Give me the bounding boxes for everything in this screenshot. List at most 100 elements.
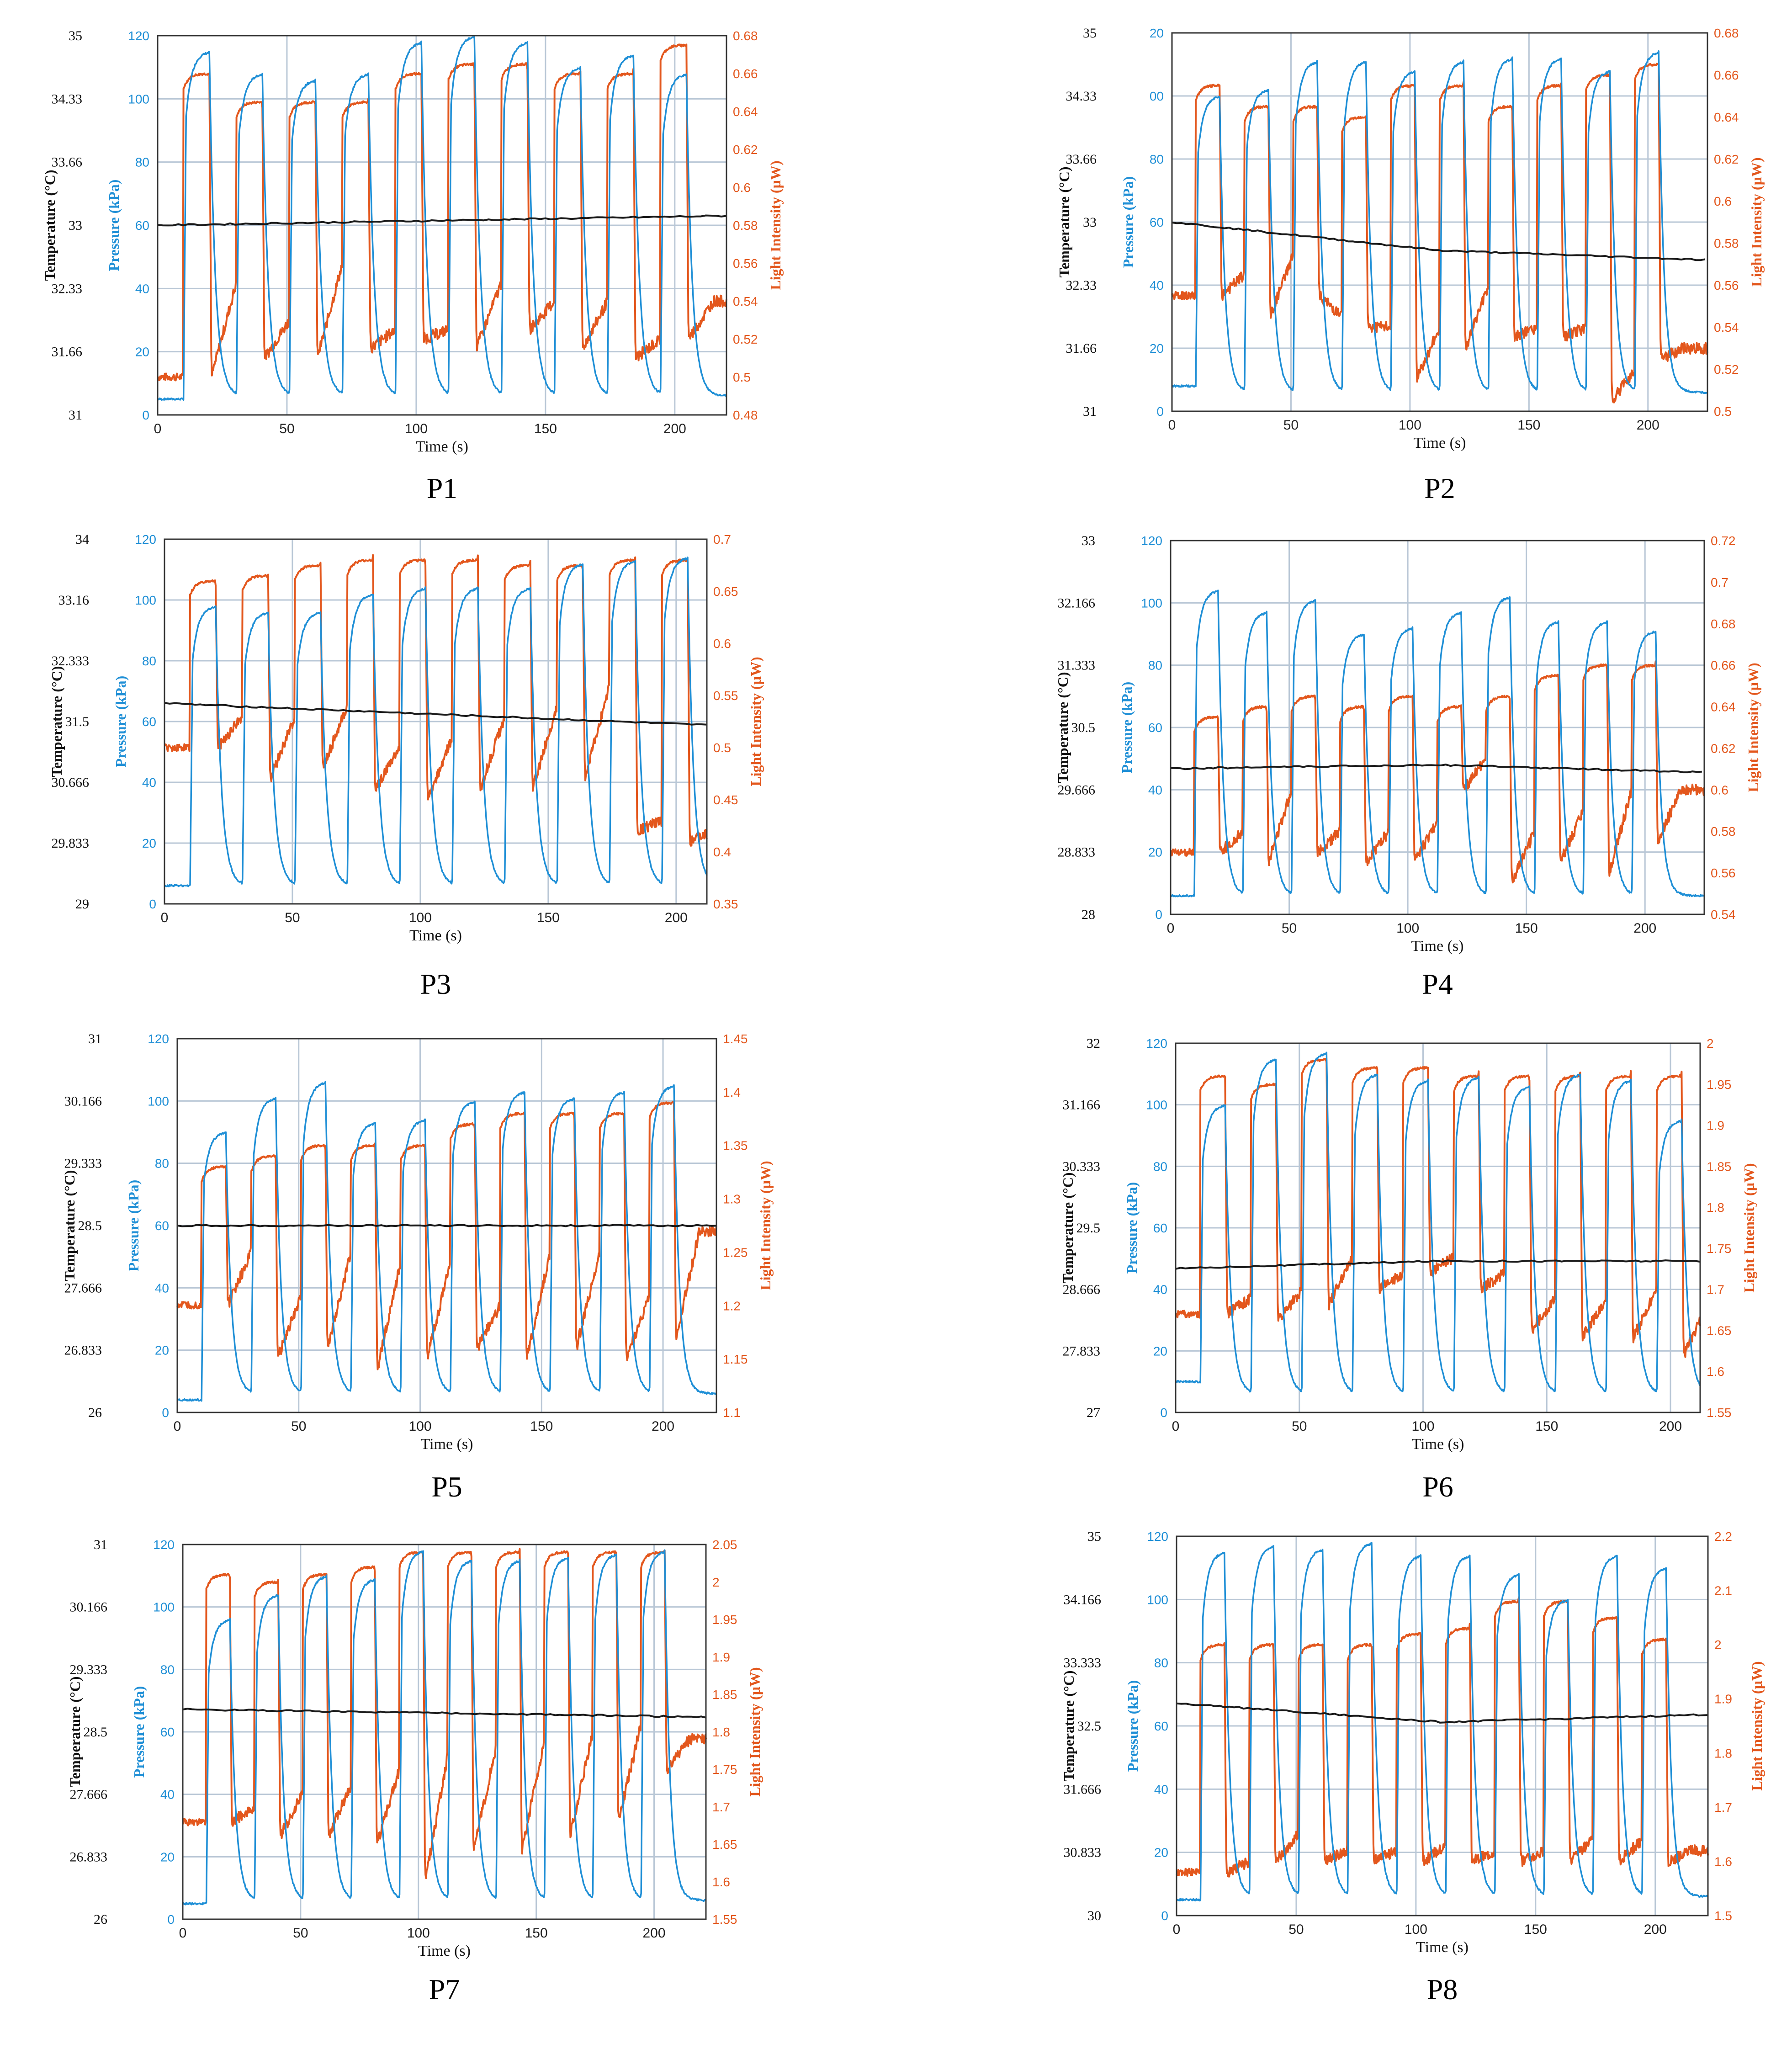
x-tick-label: 200 (665, 910, 688, 925)
temperature-tick-label: 31.166 (1063, 1098, 1101, 1113)
light-tick-label: 1.6 (1714, 1854, 1732, 1869)
pressure-tick-label: 80 (1150, 152, 1164, 166)
light-tick-label: 0.66 (1711, 658, 1736, 673)
pressure-tick-label: 60 (160, 1725, 175, 1739)
pressure-tick-label: 20 (1150, 341, 1164, 356)
light-tick-label: 0.62 (1714, 152, 1739, 166)
light-axis-label: Light Intensity (µW) (1741, 1163, 1757, 1292)
plot-frame (1176, 1535, 1709, 1916)
pressure-tick-label: 60 (1154, 1719, 1168, 1733)
pressure-tick-label: 40 (155, 1281, 169, 1295)
x-tick-label: 100 (1405, 1922, 1427, 1937)
light-tick-label: 0.66 (733, 67, 758, 81)
light-tick-label: 1.7 (1707, 1283, 1724, 1297)
pressure-tick-label: 120 (1141, 534, 1162, 548)
temperature-tick-label: 35 (1083, 26, 1097, 41)
light-tick-label: 1.15 (723, 1352, 748, 1366)
x-tick-label: 50 (1288, 1922, 1304, 1937)
light-tick-label: 0.52 (1714, 362, 1739, 377)
temperature-tick-label: 30.166 (70, 1600, 108, 1615)
temperature-tick-label: 26 (94, 1912, 107, 1927)
temperature-tick-label: 33 (1083, 215, 1097, 230)
x-axis-label: Time (s) (1411, 938, 1464, 955)
pressure-axis-label: Pressure (kPa) (1124, 1680, 1141, 1772)
temperature-tick-label: 29.833 (52, 836, 90, 851)
light-tick-label: 1.5 (1714, 1909, 1732, 1923)
temperature-series (182, 1708, 706, 1719)
temperature-tick-label: 30 (1087, 1908, 1101, 1923)
temperature-tick-label: 35 (1087, 1529, 1101, 1544)
plot-frame (1175, 1042, 1701, 1413)
pressure-tick-label: 60 (1150, 215, 1164, 229)
light-tick-label: 1.6 (1707, 1364, 1724, 1379)
pressure-tick-label: 120 (148, 1032, 169, 1046)
x-tick-label: 50 (1292, 1419, 1307, 1434)
x-tick-label: 200 (663, 421, 686, 436)
pressure-series (1170, 589, 1705, 897)
temperature-tick-label: 29.666 (1058, 782, 1096, 797)
pressure-tick-label: 100 (153, 1600, 175, 1614)
temperature-axis-label: Temperature (°C) (61, 1170, 78, 1281)
plot-frame (157, 35, 727, 416)
temperature-tick-label: 27 (1087, 1405, 1100, 1420)
temperature-tick-label: 34.33 (52, 91, 83, 106)
x-tick-label: 100 (409, 910, 432, 925)
light-tick-label: 0.6 (733, 180, 751, 195)
x-tick-label: 0 (179, 1926, 187, 1941)
pressure-tick-label: 100 (1146, 1098, 1167, 1112)
light-tick-label: 0.64 (733, 105, 758, 119)
pressure-tick-label: 80 (142, 654, 156, 668)
light-tick-label: 1.65 (712, 1837, 737, 1852)
light-tick-label: 0.64 (1714, 110, 1739, 124)
pressure-tick-label: 20 (1153, 1344, 1167, 1358)
light-tick-label: 1.45 (723, 1032, 748, 1046)
temperature-axis-label: Temperature (°C) (1060, 1173, 1076, 1284)
pressure-tick-label: 40 (1150, 278, 1164, 292)
pressure-tick-label: 20 (1148, 845, 1162, 860)
x-tick-label: 200 (1637, 418, 1659, 433)
temperature-series (164, 702, 707, 726)
temperature-axis-label: Temperature (°C) (1060, 1671, 1077, 1782)
light-intensity-series (157, 43, 727, 382)
x-tick-label: 150 (1517, 418, 1540, 433)
temperature-tick-label: 30.5 (1071, 720, 1096, 735)
light-axis-label: Light Intensity (µW) (757, 1161, 774, 1290)
pressure-tick-label: 100 (148, 1094, 169, 1108)
x-tick-label: 200 (1644, 1922, 1667, 1937)
pressure-tick-label: 20 (1154, 1846, 1168, 1860)
panel-caption: P8 (1427, 1973, 1458, 2006)
temperature-tick-label: 27.666 (70, 1787, 108, 1802)
temperature-axis-label: Temperature (°C) (67, 1677, 83, 1788)
pressure-series (164, 556, 708, 887)
pressure-tick-label: 120 (153, 1538, 175, 1552)
light-tick-label: 1.9 (712, 1650, 730, 1664)
light-tick-label: 0.62 (733, 143, 758, 157)
pressure-tick-label: 20 (155, 1343, 169, 1358)
x-tick-label: 0 (154, 421, 162, 436)
light-tick-label: 0.65 (713, 584, 738, 599)
light-intensity-series (1176, 1596, 1709, 1878)
temperature-tick-label: 32.33 (1066, 278, 1097, 293)
light-tick-label: 0.6 (1714, 194, 1732, 208)
light-tick-label: 2 (1707, 1036, 1714, 1051)
pressure-tick-label: 40 (1148, 783, 1162, 797)
light-tick-label: 0.48 (733, 408, 758, 422)
light-tick-label: 1.4 (723, 1085, 741, 1099)
temperature-tick-label: 33.66 (52, 155, 83, 170)
temperature-tick-label: 31 (94, 1537, 107, 1552)
x-tick-label: 150 (1515, 921, 1538, 936)
temperature-series (1170, 764, 1702, 774)
light-tick-label: 0.54 (733, 294, 758, 308)
light-tick-label: 1.6 (712, 1875, 730, 1889)
x-tick-label: 0 (174, 1419, 181, 1434)
temperature-tick-label: 27.833 (1063, 1343, 1101, 1359)
light-tick-label: 0.6 (1711, 783, 1728, 797)
temperature-tick-label: 35 (69, 28, 82, 43)
plot-frame (1171, 32, 1708, 412)
temperature-series (1175, 1259, 1701, 1270)
panel-caption: P5 (431, 1470, 462, 1503)
temperature-tick-label: 28.5 (84, 1725, 108, 1740)
x-axis-label: Time (s) (1412, 1436, 1464, 1453)
